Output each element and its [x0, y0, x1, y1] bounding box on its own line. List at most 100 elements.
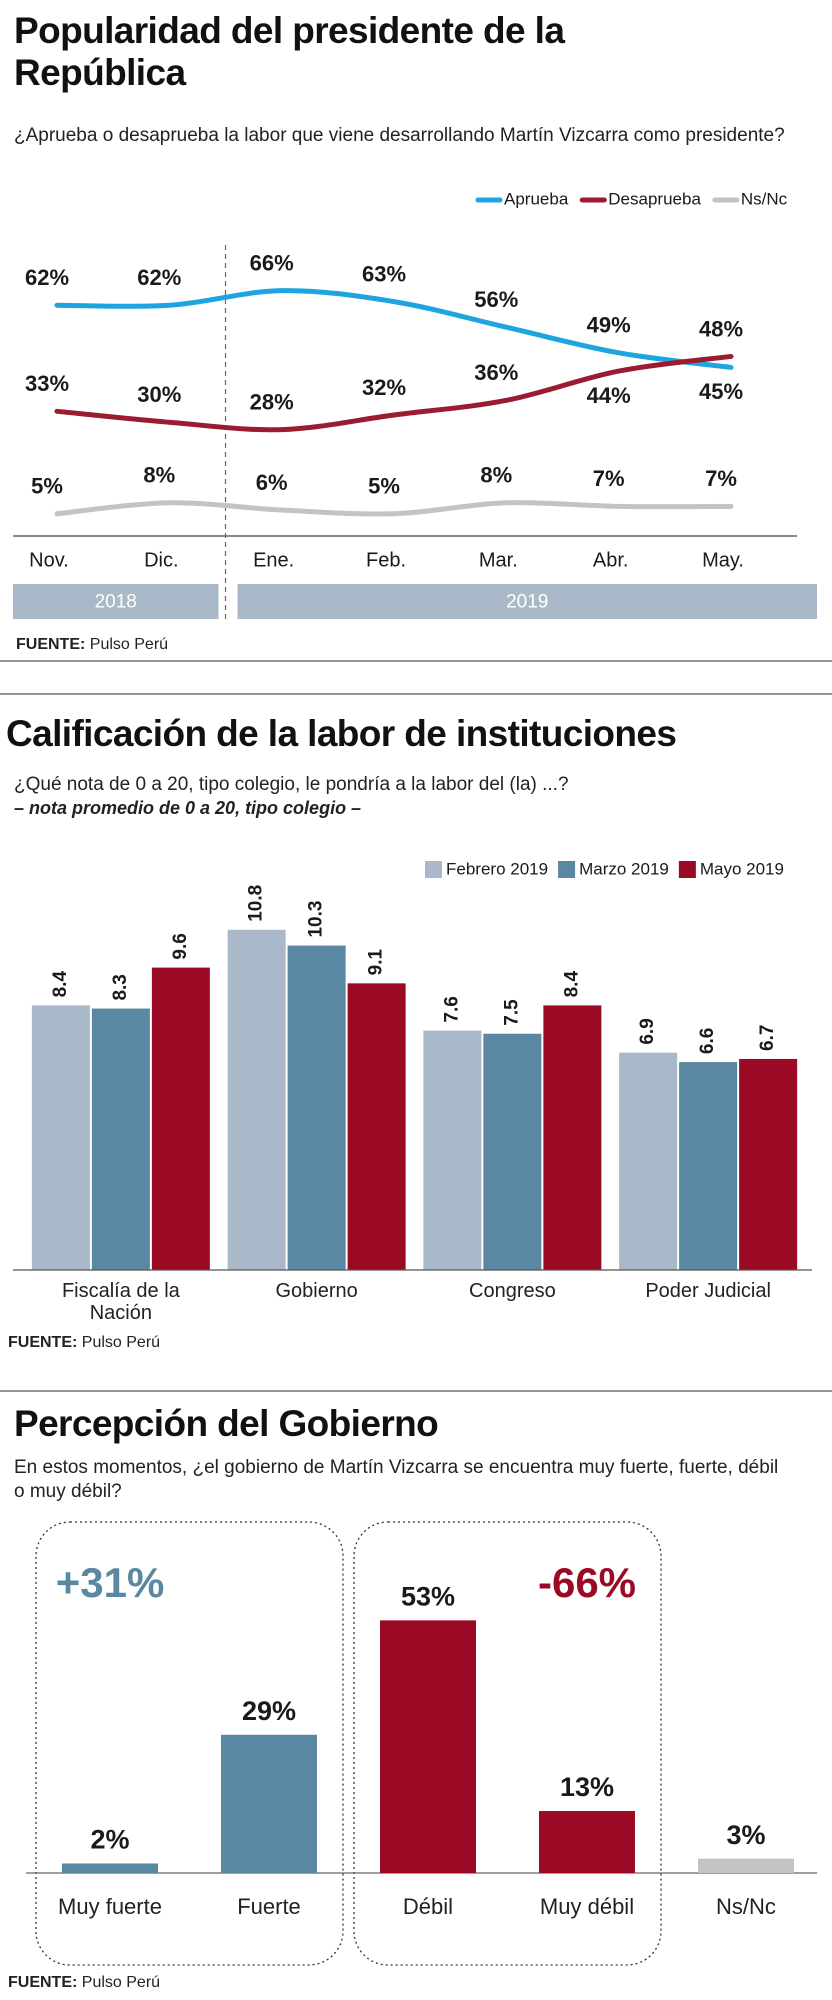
- bar: [619, 1052, 678, 1270]
- value-label: 5%: [31, 474, 63, 499]
- bar: [739, 1058, 798, 1270]
- value-label: 6.9: [637, 1018, 658, 1044]
- value-label: 3%: [726, 1820, 765, 1850]
- source-name: Pulso Perú: [89, 636, 169, 653]
- value-label: 63%: [362, 261, 406, 286]
- value-label: 44%: [587, 383, 631, 408]
- category-label: Muy débil: [539, 1894, 635, 1919]
- source: FUENTE: Pulso Perú: [8, 1974, 160, 1992]
- year-band: [13, 584, 219, 619]
- chart-title: Calificación de la labor de institucione…: [6, 713, 677, 754]
- value-label: 10.8: [246, 885, 267, 922]
- value-label: 62%: [25, 265, 69, 290]
- x-tick-label: Dic.: [144, 549, 178, 571]
- x-tick-label: Nov.: [29, 549, 69, 571]
- value-label: 8%: [480, 463, 512, 488]
- source-name: Pulso Perú: [81, 1334, 161, 1351]
- x-tick-label: Ene.: [253, 549, 294, 571]
- x-tick-label: Feb.: [366, 549, 406, 571]
- value-label: 66%: [250, 250, 294, 275]
- chart-note: – nota promedio de 0 a 20, tipo colegio …: [14, 798, 362, 818]
- chart-title: Popularidad del presidente de la Repúbli…: [14, 10, 565, 93]
- chart-subtitle: ¿Qué nota de 0 a 20, tipo colegio, le po…: [14, 774, 569, 795]
- value-label: 6%: [256, 470, 288, 495]
- group-label: -66%: [538, 1559, 636, 1606]
- series-line: [54, 353, 734, 433]
- value-label: 32%: [362, 375, 406, 400]
- value-label: 53%: [401, 1581, 455, 1611]
- legend-label: Marzo 2019: [579, 859, 669, 878]
- bar: [91, 1008, 150, 1270]
- value-label: 62%: [137, 265, 181, 290]
- chart-title: Percepción del Gobierno: [14, 1403, 439, 1444]
- value-label: 9.1: [366, 949, 387, 976]
- value-label: 9.6: [170, 933, 191, 959]
- year-label: 2018: [95, 592, 137, 613]
- value-label: 7.6: [441, 996, 462, 1022]
- x-tick-label: Abr.: [593, 549, 629, 571]
- group-box: [353, 1521, 662, 1966]
- legend-label: Ns/Nc: [741, 189, 788, 208]
- value-label: 7%: [705, 466, 737, 491]
- legend-swatch: [425, 861, 442, 878]
- source-label: FUENTE:: [8, 1334, 78, 1351]
- value-label: 8%: [143, 463, 175, 488]
- category-label: Poder Judicial: [645, 1280, 771, 1302]
- group-box: [35, 1521, 344, 1966]
- year-band: [237, 584, 817, 619]
- value-label: 5%: [368, 474, 400, 499]
- value-label: 36%: [474, 360, 518, 385]
- group-label: +31%: [56, 1559, 165, 1606]
- x-tick-label: Mar.: [479, 549, 518, 571]
- bar: [62, 1863, 158, 1873]
- value-label: 6.6: [697, 1028, 718, 1054]
- category-label: Gobierno: [275, 1280, 358, 1302]
- category-label: Fuerte: [237, 1894, 301, 1919]
- category-label: Congreso: [469, 1280, 556, 1302]
- category-label: Fiscalía de la Nación: [61, 1280, 180, 1324]
- value-label: 56%: [474, 287, 518, 312]
- value-label: 8.3: [110, 974, 131, 1000]
- source-label: FUENTE:: [16, 636, 86, 653]
- value-label: 8.4: [50, 971, 71, 998]
- value-label: 29%: [242, 1696, 296, 1726]
- value-label: 45%: [699, 379, 743, 404]
- bar: [347, 983, 406, 1270]
- category-label: Ns/Nc: [716, 1894, 776, 1919]
- bar: [221, 1734, 317, 1873]
- category-label: Débil: [402, 1894, 454, 1919]
- x-tick-label: May.: [702, 549, 744, 571]
- value-label: 8.4: [561, 971, 582, 998]
- bar: [539, 1811, 635, 1873]
- value-label: 30%: [137, 382, 181, 407]
- bar: [679, 1062, 738, 1270]
- legend-label: Mayo 2019: [700, 859, 784, 878]
- legend-label: Febrero 2019: [446, 859, 548, 878]
- legend-label: Desaprueba: [608, 189, 701, 208]
- series-line: [54, 288, 734, 370]
- bar: [380, 1620, 476, 1873]
- year-label: 2019: [506, 592, 548, 613]
- bar: [423, 1030, 482, 1270]
- bar: [698, 1858, 794, 1873]
- source: FUENTE: Pulso Perú: [16, 636, 168, 654]
- value-label: 33%: [25, 371, 69, 396]
- source-label: FUENTE:: [8, 1974, 78, 1991]
- value-label: 13%: [560, 1772, 614, 1802]
- value-label: 7.5: [501, 999, 522, 1026]
- value-label: 6.7: [757, 1025, 778, 1051]
- value-label: 49%: [587, 313, 631, 338]
- source: FUENTE: Pulso Perú: [8, 1334, 160, 1352]
- value-label: 48%: [699, 316, 743, 341]
- chart-subtitle: En estos momentos, ¿el gobierno de Martí…: [14, 1457, 779, 1502]
- value-label: 10.3: [306, 901, 327, 938]
- legend-label: Aprueba: [504, 189, 569, 208]
- legend-swatch: [678, 861, 696, 878]
- legend-swatch: [558, 861, 576, 878]
- value-label: 7%: [593, 466, 625, 491]
- series-line: [54, 500, 734, 517]
- bar: [151, 967, 210, 1270]
- bar: [543, 1005, 602, 1270]
